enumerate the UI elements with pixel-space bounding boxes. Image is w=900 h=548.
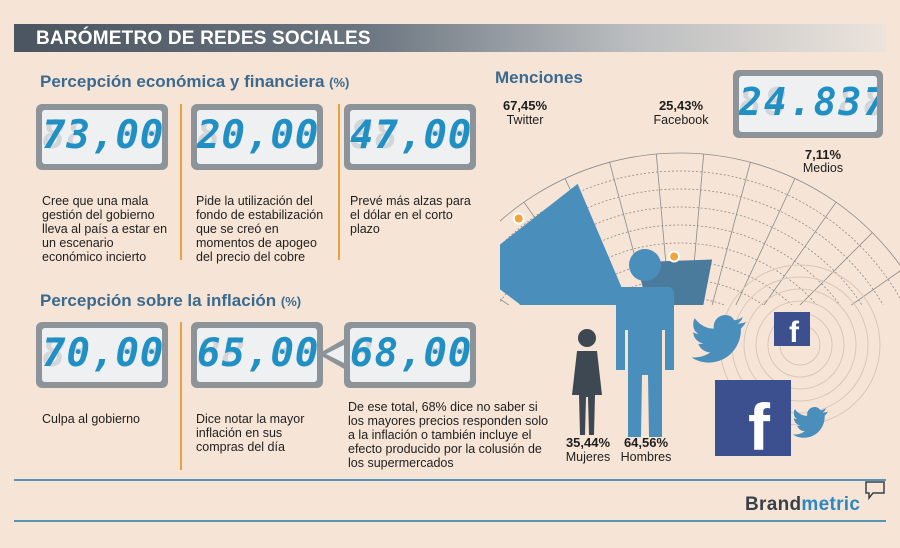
lcd-economic-2: 88,88 20,00 xyxy=(191,104,323,170)
inflation-value-2: 65,00 xyxy=(197,331,317,376)
arc-gridline xyxy=(519,224,841,305)
economic-value-2: 20,00 xyxy=(197,113,317,158)
brand-logo: Brandmetric xyxy=(745,494,860,516)
economic-unit: (%) xyxy=(329,75,350,90)
title-bar: BARÓMETRO DE REDES SOCIALES xyxy=(14,24,886,52)
divider-line xyxy=(14,479,886,481)
men-pct: 64,56% xyxy=(623,435,669,450)
twitter-bird-icon xyxy=(691,315,746,363)
facebook-pct: 25,43% xyxy=(658,98,704,113)
brand-part1: Brand xyxy=(745,494,802,515)
svg-text:f: f xyxy=(789,316,800,349)
arc-spoke xyxy=(850,270,900,305)
facebook-icon: f xyxy=(774,312,810,349)
economic-section-title: Percepción económica y financiera (%) xyxy=(40,72,349,92)
medios-label: Medios xyxy=(802,161,844,175)
speech-bubble-icon xyxy=(865,481,885,500)
economic-value-3: 47,00 xyxy=(350,113,470,158)
economic-desc-2: Pide la utilización del fondo de estabil… xyxy=(196,194,324,264)
inflation-unit: (%) xyxy=(280,294,302,309)
separator xyxy=(180,322,182,470)
lcd-mentions-total: 88.888 24.837 xyxy=(733,70,883,138)
men-label: Hombres xyxy=(620,450,672,464)
woman-icon xyxy=(572,329,602,435)
economic-desc-3: Prevé más alzas para el dólar en el cort… xyxy=(350,194,471,236)
mentions-arc-chart xyxy=(500,152,900,305)
mention-marker xyxy=(512,212,525,225)
lcd-economic-1: 88,88 73,00 xyxy=(36,104,168,170)
gender-graphic: f f xyxy=(572,249,881,464)
economic-title-text: Percepción económica y financiera xyxy=(40,72,325,91)
arc-spoke xyxy=(711,162,751,305)
separator xyxy=(180,104,182,260)
women-pct: 35,44% xyxy=(565,435,611,450)
inflation-desc-1: Culpa al gobierno xyxy=(42,412,140,426)
page-title: BARÓMETRO DE REDES SOCIALES xyxy=(36,28,371,49)
economic-desc-1: Cree que una mala gestión del gobierno l… xyxy=(42,194,168,264)
mention-bar-twitter xyxy=(500,183,630,305)
arc-gridline xyxy=(500,152,900,266)
connector-arrow xyxy=(318,338,346,370)
inflation-desc-2: Dice notar la mayor inflación en sus com… xyxy=(196,412,305,454)
facebook-icon: f xyxy=(715,380,791,464)
facebook-label: Facebook xyxy=(653,113,709,127)
lcd-economic-3: 88,88 47,00 xyxy=(344,104,476,170)
inflation-section-title: Percepción sobre la inflación (%) xyxy=(40,291,301,311)
arc-spoke xyxy=(799,232,873,305)
economic-value-1: 73,00 xyxy=(42,113,162,158)
arc-gridline xyxy=(500,170,900,300)
lcd-inflation-3: 88,88 68,00 xyxy=(344,322,476,388)
separator xyxy=(338,104,340,260)
arc-spoke xyxy=(735,178,796,305)
mentions-title: Menciones xyxy=(495,68,583,87)
brand-part2: metric xyxy=(801,494,861,515)
twitter-pct: 67,45% xyxy=(502,98,548,113)
inflation-title-text: Percepción sobre la inflación xyxy=(40,291,277,310)
lcd-inflation-1: 88,88 70,00 xyxy=(36,322,168,388)
lcd-inflation-2: 88,88 65,00 xyxy=(191,322,323,388)
women-label: Mujeres xyxy=(565,450,611,464)
mention-marker xyxy=(668,250,681,263)
divider-line xyxy=(14,520,886,522)
inflation-value-3: 68,00 xyxy=(350,331,470,376)
man-icon xyxy=(616,249,674,437)
inflation-desc-3: De ese total, 68% dice no saber si los m… xyxy=(348,400,549,470)
svg-text:f: f xyxy=(748,390,771,464)
twitter-bird-icon xyxy=(792,407,828,438)
mentions-total-value: 24.837 xyxy=(739,80,877,124)
twitter-label: Twitter xyxy=(506,113,544,127)
medios-pct: 7,11% xyxy=(804,147,842,162)
arc-spoke xyxy=(763,201,837,305)
inflation-value-1: 70,00 xyxy=(42,331,162,376)
